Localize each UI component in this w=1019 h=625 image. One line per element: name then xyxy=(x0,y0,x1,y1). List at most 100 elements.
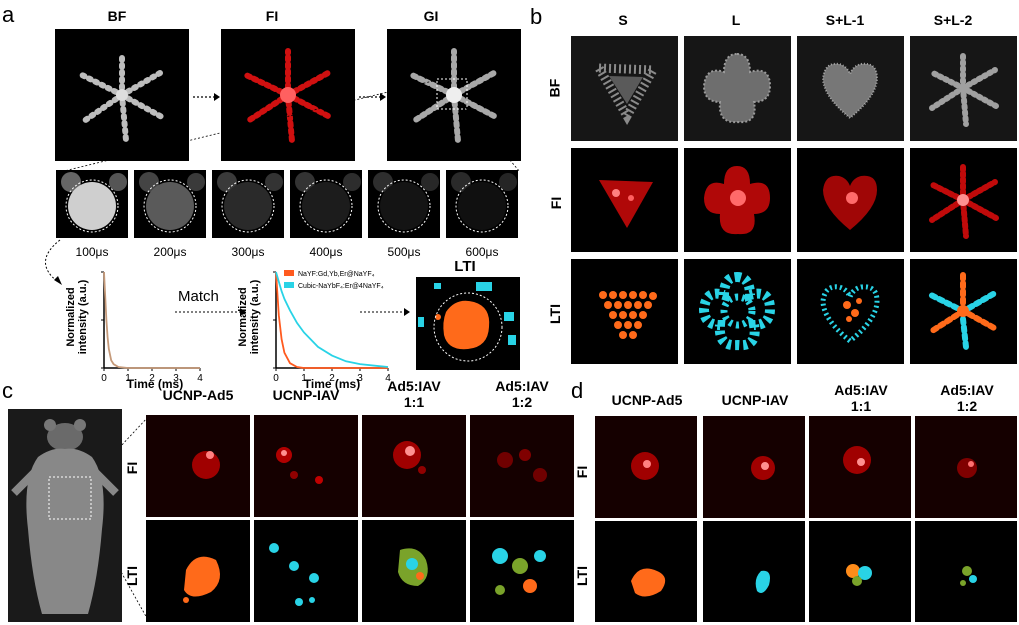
panel-d-label: d xyxy=(571,378,584,403)
x-tick-label: 1 xyxy=(125,373,131,384)
x-tick-label: 0 xyxy=(273,373,279,384)
panel-d-col-3: Ad5:IAV 1:1 xyxy=(809,382,913,414)
x-tick-label: 2 xyxy=(149,373,155,384)
panel-c-fi-3 xyxy=(362,415,466,517)
legend-swatch-2 xyxy=(284,282,294,288)
panel-b-fi-heart xyxy=(797,148,904,252)
panel-c-col-3-line1: Ad5:IAV xyxy=(387,378,441,394)
plot2-ylabel-2: intensity (a.u.) xyxy=(249,279,261,354)
panel-c-mouse-image xyxy=(8,409,122,622)
panel-b-col-s: S xyxy=(618,12,628,28)
panel-a-time-label-6: 600μs xyxy=(465,245,499,259)
panel-d-lti-3 xyxy=(809,521,911,622)
panel-b-fi-triangle xyxy=(571,148,678,252)
plot1-xlabel: Time (ms) xyxy=(127,377,183,391)
plot2-xlabel: Time (ms) xyxy=(304,377,360,391)
panel-b-lti-flower xyxy=(684,259,791,364)
panel-a-header-gi: GI xyxy=(423,8,439,24)
panel-b-lti-triangle xyxy=(571,259,678,364)
panel-c-col-2: UCNP-IAV xyxy=(254,387,358,403)
x-tick-label: 2 xyxy=(329,373,335,384)
panel-b-label: b xyxy=(530,4,543,29)
panel-c-lti-4 xyxy=(470,520,574,622)
plot1-ylabel-1: Normalized xyxy=(65,287,77,346)
plot1-ylabel-2: intensity (a.u.) xyxy=(77,279,89,354)
panel-c-fi-2 xyxy=(254,415,358,517)
panel-b-col-sl2: S+L-2 xyxy=(933,12,973,28)
panel-a-header-bf: BF xyxy=(107,8,127,24)
panel-d-fi-3 xyxy=(809,416,911,518)
panel-d-row-fi: FI xyxy=(574,465,591,479)
panel-b-fi-flower xyxy=(684,148,791,252)
panel-b-row-bf: BF xyxy=(546,78,563,98)
panel-a-label: a xyxy=(2,2,15,27)
panel-b-bf-flower xyxy=(684,36,791,141)
x-tick-label: 3 xyxy=(357,373,363,384)
panel-c-lti-1 xyxy=(146,520,250,622)
plot2-ylabel-1: Normalized xyxy=(237,287,249,346)
x-tick-label: 4 xyxy=(197,373,203,384)
panel-d-col-1-line1: UCNP-Ad5 xyxy=(611,392,683,408)
panel-c-col-3-line2: 1:1 xyxy=(403,394,425,410)
x-tick-label: 3 xyxy=(173,373,179,384)
panel-a-time-tile-2 xyxy=(134,170,206,238)
panel-c-col-4-line2: 1:2 xyxy=(511,394,533,410)
panel-b-lti-heart xyxy=(797,259,904,364)
panel-d-lti-1 xyxy=(595,521,697,622)
panel-c-fi-4 xyxy=(470,415,574,517)
panel-d-row-lti: LTI xyxy=(573,566,590,586)
panel-d-col-3-line1: Ad5:IAV xyxy=(834,382,888,398)
panel-a-decay-plot-match: Normalized intensity (a.u.) Time (ms) 0 1… xyxy=(237,270,391,391)
panel-b-row-lti: LTI xyxy=(546,304,563,324)
legend-swatch-1 xyxy=(284,270,294,276)
panel-a-time-tile-6 xyxy=(446,170,518,238)
legend-entry-1: NaYF:Gd,Yb,Er@NaYF₄ xyxy=(298,271,375,278)
x-tick-label: 1 xyxy=(301,373,307,384)
panel-a-gi-image xyxy=(387,29,521,161)
series-line-1 xyxy=(275,271,388,369)
panel-a-fi-image xyxy=(221,29,355,161)
panel-a-time-label-2: 200μs xyxy=(153,245,187,259)
panel-d-col-2: UCNP-IAV xyxy=(703,392,807,408)
panel-c-col-1-line1: UCNP-Ad5 xyxy=(162,387,234,403)
panel-c-lti-3 xyxy=(362,520,466,622)
panel-b-col-sl1: S+L-1 xyxy=(825,12,865,28)
panel-d-col-4-line1: Ad5:IAV xyxy=(940,382,994,398)
panel-b-lti-star xyxy=(910,259,1017,364)
panel-c-col-1: UCNP-Ad5 xyxy=(146,387,250,403)
panel-a-time-label-1: 100μs xyxy=(75,245,109,259)
panel-c-col-2-line1: UCNP-IAV xyxy=(272,387,340,403)
panel-a-lti-title: LTI xyxy=(454,258,476,275)
panel-a-time-tile-5 xyxy=(368,170,440,238)
panel-c-row-lti: LTI xyxy=(123,566,140,586)
panel-b-fi-star xyxy=(910,148,1017,252)
panel-d-fi-2 xyxy=(703,416,805,518)
panel-b-bf-star xyxy=(910,36,1017,141)
panel-c-row-fi: FI xyxy=(124,461,141,475)
panel-a-time-label-3: 300μs xyxy=(231,245,265,259)
panel-d-col-4-line2: 1:2 xyxy=(956,398,978,414)
panel-a-time-label-5: 500μs xyxy=(387,245,421,259)
panel-a-time-tile-3 xyxy=(212,170,284,238)
panel-d-col-2-line1: UCNP-IAV xyxy=(721,392,789,408)
panel-c-label: c xyxy=(2,378,13,403)
panel-a-match-label: Match xyxy=(178,288,219,305)
panel-d-fi-4 xyxy=(915,416,1017,518)
panel-c-col-4-line1: Ad5:IAV xyxy=(495,378,549,394)
panel-a-header-fi: FI xyxy=(265,8,279,24)
panel-d-fi-1 xyxy=(595,416,697,518)
panel-a-time-tile-4 xyxy=(290,170,362,238)
panel-d-col-4: Ad5:IAV 1:2 xyxy=(915,382,1019,414)
panel-c-col-3: Ad5:IAV 1:1 xyxy=(362,378,466,410)
x-tick-label: 4 xyxy=(385,373,391,384)
panel-a-time-tile-1 xyxy=(56,170,128,238)
panel-a-bf-image xyxy=(55,29,189,161)
panel-c-col-4: Ad5:IAV 1:2 xyxy=(470,378,574,410)
series-line-1 xyxy=(103,271,200,369)
x-tick-label: 0 xyxy=(101,373,107,384)
legend-entry-2: Cubic-NaYbF₄:Er@4NaYF₄ xyxy=(298,283,384,290)
panel-d-lti-2 xyxy=(703,521,805,622)
panel-b-row-fi: FI xyxy=(548,196,565,210)
panel-a-lti-image xyxy=(416,277,520,370)
panel-a-time-label-4: 400μs xyxy=(309,245,343,259)
